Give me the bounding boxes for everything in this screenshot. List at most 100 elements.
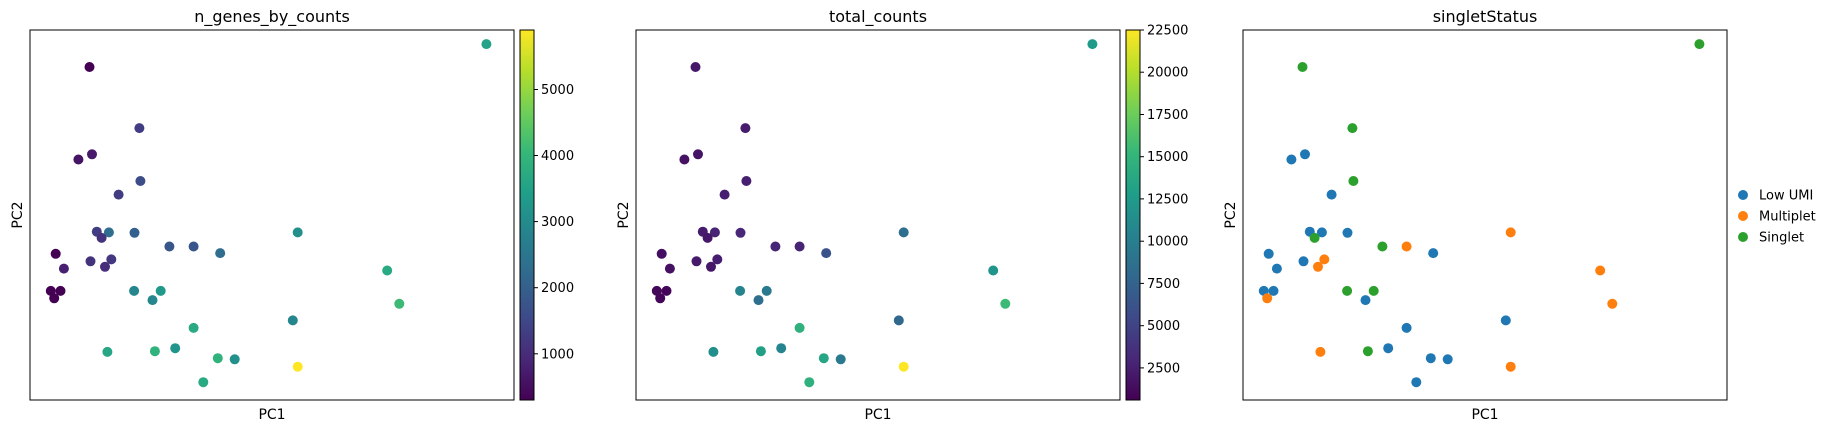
scatter-point bbox=[1383, 343, 1394, 354]
scatter-point bbox=[292, 227, 303, 238]
legend-label: Multiplet bbox=[1759, 210, 1816, 225]
scatter-point bbox=[1300, 149, 1310, 160]
y-axis-label: PC2 bbox=[616, 201, 632, 228]
x-axis-label: PC1 bbox=[258, 407, 285, 423]
plot-frame bbox=[635, 29, 1121, 401]
scatter-point bbox=[1087, 39, 1098, 50]
scatter-point bbox=[1368, 285, 1379, 296]
scatter-point bbox=[1298, 256, 1309, 267]
scatter-point bbox=[691, 256, 702, 267]
scatter-point bbox=[394, 298, 405, 309]
colorbar: 1000 2000 3000 4000 5000 bbox=[519, 29, 574, 401]
colorbar-tick-label: 12500 bbox=[1147, 192, 1188, 207]
scatter-points bbox=[1258, 39, 1705, 388]
legend-marker bbox=[1738, 232, 1748, 242]
colorbar-tick-label: 5000 bbox=[1147, 319, 1180, 334]
scatter-point bbox=[1342, 227, 1353, 238]
scatter-point bbox=[382, 265, 393, 276]
scatter-point bbox=[655, 293, 666, 304]
colorbar-tick-label: 22500 bbox=[1147, 24, 1188, 39]
colorbar-tick-label: 2000 bbox=[541, 281, 574, 296]
scatter-point bbox=[135, 176, 146, 186]
x-axis-label: PC1 bbox=[1471, 407, 1498, 423]
colorbar: 2500 5000 7500 10000 12500 15000 17500 20000 225… bbox=[1125, 24, 1188, 401]
scatter-point bbox=[1319, 254, 1330, 265]
scatter-point bbox=[103, 227, 114, 238]
scatter-point bbox=[149, 346, 160, 357]
scatter-point bbox=[1263, 248, 1274, 259]
colorbar-tick-label: 4000 bbox=[541, 149, 574, 164]
scatter-point bbox=[706, 261, 716, 272]
scatter-point bbox=[898, 361, 909, 372]
scatter-point bbox=[1360, 295, 1371, 306]
scatter-points bbox=[45, 39, 492, 388]
scatter-point bbox=[287, 315, 298, 326]
scatter-point bbox=[1694, 39, 1705, 50]
scatter-point bbox=[1505, 361, 1516, 372]
scatter-point bbox=[198, 377, 209, 388]
scatter-point bbox=[1309, 232, 1320, 243]
scatter-point bbox=[85, 256, 96, 267]
scatter-point bbox=[170, 343, 181, 354]
scatter-point bbox=[73, 154, 84, 165]
scatter-point bbox=[753, 295, 764, 306]
scatter-point bbox=[1313, 261, 1323, 272]
legend-marker bbox=[1738, 190, 1748, 200]
scatter-points bbox=[651, 39, 1098, 388]
scatter-point bbox=[1442, 354, 1453, 365]
scatter-point bbox=[712, 254, 723, 265]
scatter-point bbox=[1000, 298, 1011, 309]
scatter-point bbox=[1315, 346, 1326, 357]
scatter-point bbox=[1362, 346, 1373, 357]
colorbar-tick-label: 17500 bbox=[1147, 108, 1188, 123]
scatter-point bbox=[1411, 377, 1422, 388]
scatter-point bbox=[1268, 285, 1279, 296]
scatter-point bbox=[87, 149, 97, 160]
scatter-point bbox=[794, 322, 805, 333]
colorbar-tick-label: 2500 bbox=[1147, 361, 1180, 376]
panel-title: n_genes_by_counts bbox=[194, 7, 350, 27]
scatter-point bbox=[708, 346, 719, 357]
scatter-point bbox=[229, 354, 240, 365]
scatter-point bbox=[664, 263, 675, 274]
scatter-point bbox=[188, 241, 199, 252]
scatter-point bbox=[821, 248, 832, 259]
colorbar-gradient bbox=[1126, 30, 1140, 400]
colorbar-tick-label: 15000 bbox=[1147, 150, 1188, 165]
scatter-point bbox=[1342, 285, 1353, 296]
scatter-point bbox=[690, 62, 701, 72]
colorbar-tick-label: 20000 bbox=[1147, 66, 1188, 81]
scatter-point bbox=[147, 295, 158, 306]
scatter-point bbox=[188, 322, 199, 333]
scatter-point bbox=[776, 343, 787, 354]
scatter-point bbox=[212, 353, 223, 364]
scatter-point bbox=[102, 346, 113, 357]
scatter-point bbox=[292, 361, 303, 372]
scatter-point bbox=[155, 285, 166, 296]
scatter-point bbox=[1297, 62, 1308, 72]
scatter-point bbox=[49, 293, 60, 304]
scatter-point bbox=[702, 232, 713, 243]
scatter-point bbox=[113, 189, 124, 200]
scatter-point bbox=[84, 62, 95, 72]
colorbar-tick-label: 5000 bbox=[541, 83, 574, 98]
scatter-point bbox=[50, 248, 61, 259]
scatter-point bbox=[1401, 241, 1412, 252]
scatter-point bbox=[693, 149, 703, 160]
y-axis-label: PC2 bbox=[1223, 201, 1239, 228]
scatter-point bbox=[741, 176, 752, 186]
scatter-point bbox=[1595, 265, 1606, 276]
scatter-point bbox=[481, 39, 492, 50]
scatter-point bbox=[661, 285, 672, 296]
scatter-point bbox=[794, 241, 805, 252]
colorbar-frame bbox=[1125, 29, 1141, 401]
scatter-point bbox=[1428, 248, 1439, 259]
scatter-point bbox=[735, 285, 746, 296]
y-axis-label: PC2 bbox=[10, 201, 26, 228]
scatter-point bbox=[735, 227, 746, 238]
scatter-point bbox=[719, 189, 730, 200]
scatter-point bbox=[988, 265, 999, 276]
colorbar-frame bbox=[519, 29, 535, 401]
scatter-point bbox=[58, 263, 69, 274]
scatter-point bbox=[106, 254, 117, 265]
